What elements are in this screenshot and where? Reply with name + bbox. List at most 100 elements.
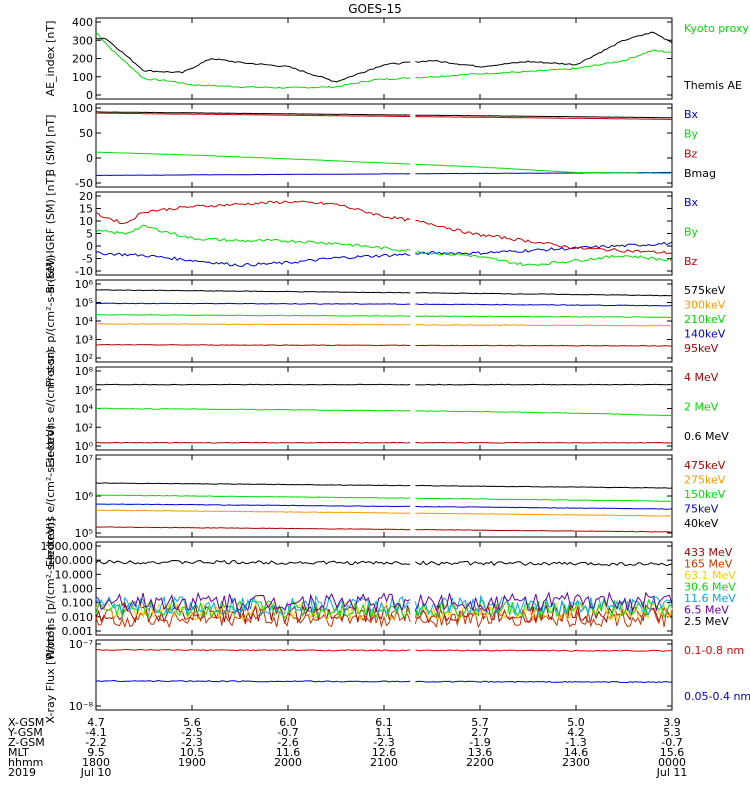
y-tick-label: 400 <box>72 16 93 29</box>
legend-item: 300keV <box>684 299 726 312</box>
y-tick-label: 10³ <box>75 334 93 347</box>
y-tick-label: 10² <box>75 352 93 365</box>
y-tick-label: 10.000 <box>55 568 94 581</box>
y-axis-label: X-ray Flux [W/m²] <box>44 627 57 724</box>
y-tick-label: 10⁶ <box>75 384 94 397</box>
legend-item: 2.5 MeV <box>684 615 729 628</box>
legend-item: 150keV <box>684 488 726 501</box>
series-line-by <box>96 152 672 173</box>
y-tick-label: 200 <box>72 53 93 66</box>
x-row-value: 2100 <box>370 756 398 769</box>
series-line-575kev <box>96 290 672 296</box>
panel-ae: 400 300 200 100 0 AE_index [nT] Kyoto proxy AE… <box>44 16 750 102</box>
x-row-value: 2000 <box>274 756 302 769</box>
y-tick-label: 50 <box>79 127 93 140</box>
series-line-bx <box>96 242 672 266</box>
y-tick-label: 0.100 <box>62 597 94 610</box>
y-tick-label: 10⁷ <box>75 453 93 466</box>
series-line-2-5-mev <box>96 560 672 565</box>
panel-protons_mev: 1000.000100.00010.0001.0000.1000.0100.00… <box>41 518 737 659</box>
y-tick-label: 20 <box>79 190 93 203</box>
y-tick-label: 10⁰ <box>75 440 94 453</box>
y-axis-label: B (SM) [nT] <box>44 115 57 177</box>
x-row-value: 2200 <box>466 756 494 769</box>
series-line-475kev <box>96 527 672 532</box>
panel-frame <box>96 18 672 99</box>
legend-item: Bz <box>684 147 698 160</box>
series-line-300kev <box>96 324 672 326</box>
y-tick-label: -5 <box>82 253 93 266</box>
legend-item: 0.6 MeV <box>684 430 729 443</box>
y-tick-label: 10⁴ <box>75 403 94 416</box>
y-tick-label: 15 <box>79 203 93 216</box>
series-line-140kev <box>96 303 672 306</box>
legend-item: 40keV <box>684 517 719 530</box>
y-tick-label: 10⁻⁸ <box>69 700 94 713</box>
series-line-0-05-0-4-nm <box>96 681 672 683</box>
panel-xray: 10⁻⁷10⁻⁸X-ray Flux [W/m²]0.1-0.8 nm0.05-… <box>44 627 750 724</box>
legend-item: 575keV <box>684 284 726 297</box>
y-tick-label: 0.010 <box>62 611 94 624</box>
series-line-themis-ae <box>96 32 672 82</box>
y-tick-label: 10⁻⁷ <box>69 638 93 651</box>
series-line-0-1-0-8-nm <box>96 650 672 652</box>
series-line-0-6-mev <box>96 384 672 385</box>
y-tick-label: 0 <box>86 89 93 102</box>
legend-item: Bmag <box>684 167 716 180</box>
y-tick-label: 0 <box>86 152 93 165</box>
legend-item: 2 MeV <box>684 401 719 414</box>
legend-item: Bx <box>684 108 699 121</box>
y-tick-label: 10⁶ <box>75 278 94 291</box>
panel-frame <box>96 542 672 635</box>
y-tick-label: 10⁸ <box>75 365 94 378</box>
legend-item: Kyoto proxy AE <box>684 22 750 35</box>
y-tick-label: 10 <box>79 215 93 228</box>
y-tick-label: 100 <box>72 102 93 115</box>
y-tick-label: 300 <box>72 34 93 47</box>
series-line-bz <box>96 113 672 119</box>
y-tick-label: 10⁵ <box>75 297 93 310</box>
y-tick-label: 10⁶ <box>75 490 94 503</box>
series-line-210kev <box>96 315 672 318</box>
plot-title: GOES-15 <box>348 2 402 16</box>
legend-item: 95keV <box>684 342 719 355</box>
series-line-275kev <box>96 510 672 516</box>
legend-item: 475keV <box>684 459 726 472</box>
x-row-value: 1900 <box>178 756 206 769</box>
legend-item: 275keV <box>684 474 726 487</box>
year-label: 2019 <box>8 766 36 779</box>
legend-item: Themis AE <box>683 79 742 92</box>
legend-item: By <box>684 128 699 141</box>
legend-item: 140keV <box>684 328 726 341</box>
series-line-4-mev <box>96 442 672 443</box>
y-tick-label: 10² <box>75 421 93 434</box>
y-tick-label: 0 <box>86 240 93 253</box>
legend-item: Bz <box>684 255 698 268</box>
y-axis-label: AE_index [nT] <box>44 21 57 97</box>
y-tick-label: 10⁵ <box>75 527 93 540</box>
y-tick-label: 100 <box>72 71 93 84</box>
start-date: Jul 10 <box>80 766 112 779</box>
legend-item: 75keV <box>684 503 719 516</box>
legend-item: 210keV <box>684 313 726 326</box>
series-line-40kev <box>96 483 672 488</box>
series-line-75kev <box>96 504 672 509</box>
series-line-95kev <box>96 345 672 347</box>
legend-item: 0.1-0.8 nm <box>684 644 744 657</box>
series-line-kyoto-proxy-ae <box>96 32 672 88</box>
series-line-bmag <box>96 112 672 118</box>
y-tick-label: 1.000 <box>62 583 94 596</box>
y-tick-label: 0.001 <box>62 625 94 638</box>
x-row-value: 2300 <box>562 756 590 769</box>
legend-item: By <box>684 226 699 239</box>
y-tick-label: 10⁴ <box>75 315 94 328</box>
y-tick-label: 5 <box>86 228 93 241</box>
